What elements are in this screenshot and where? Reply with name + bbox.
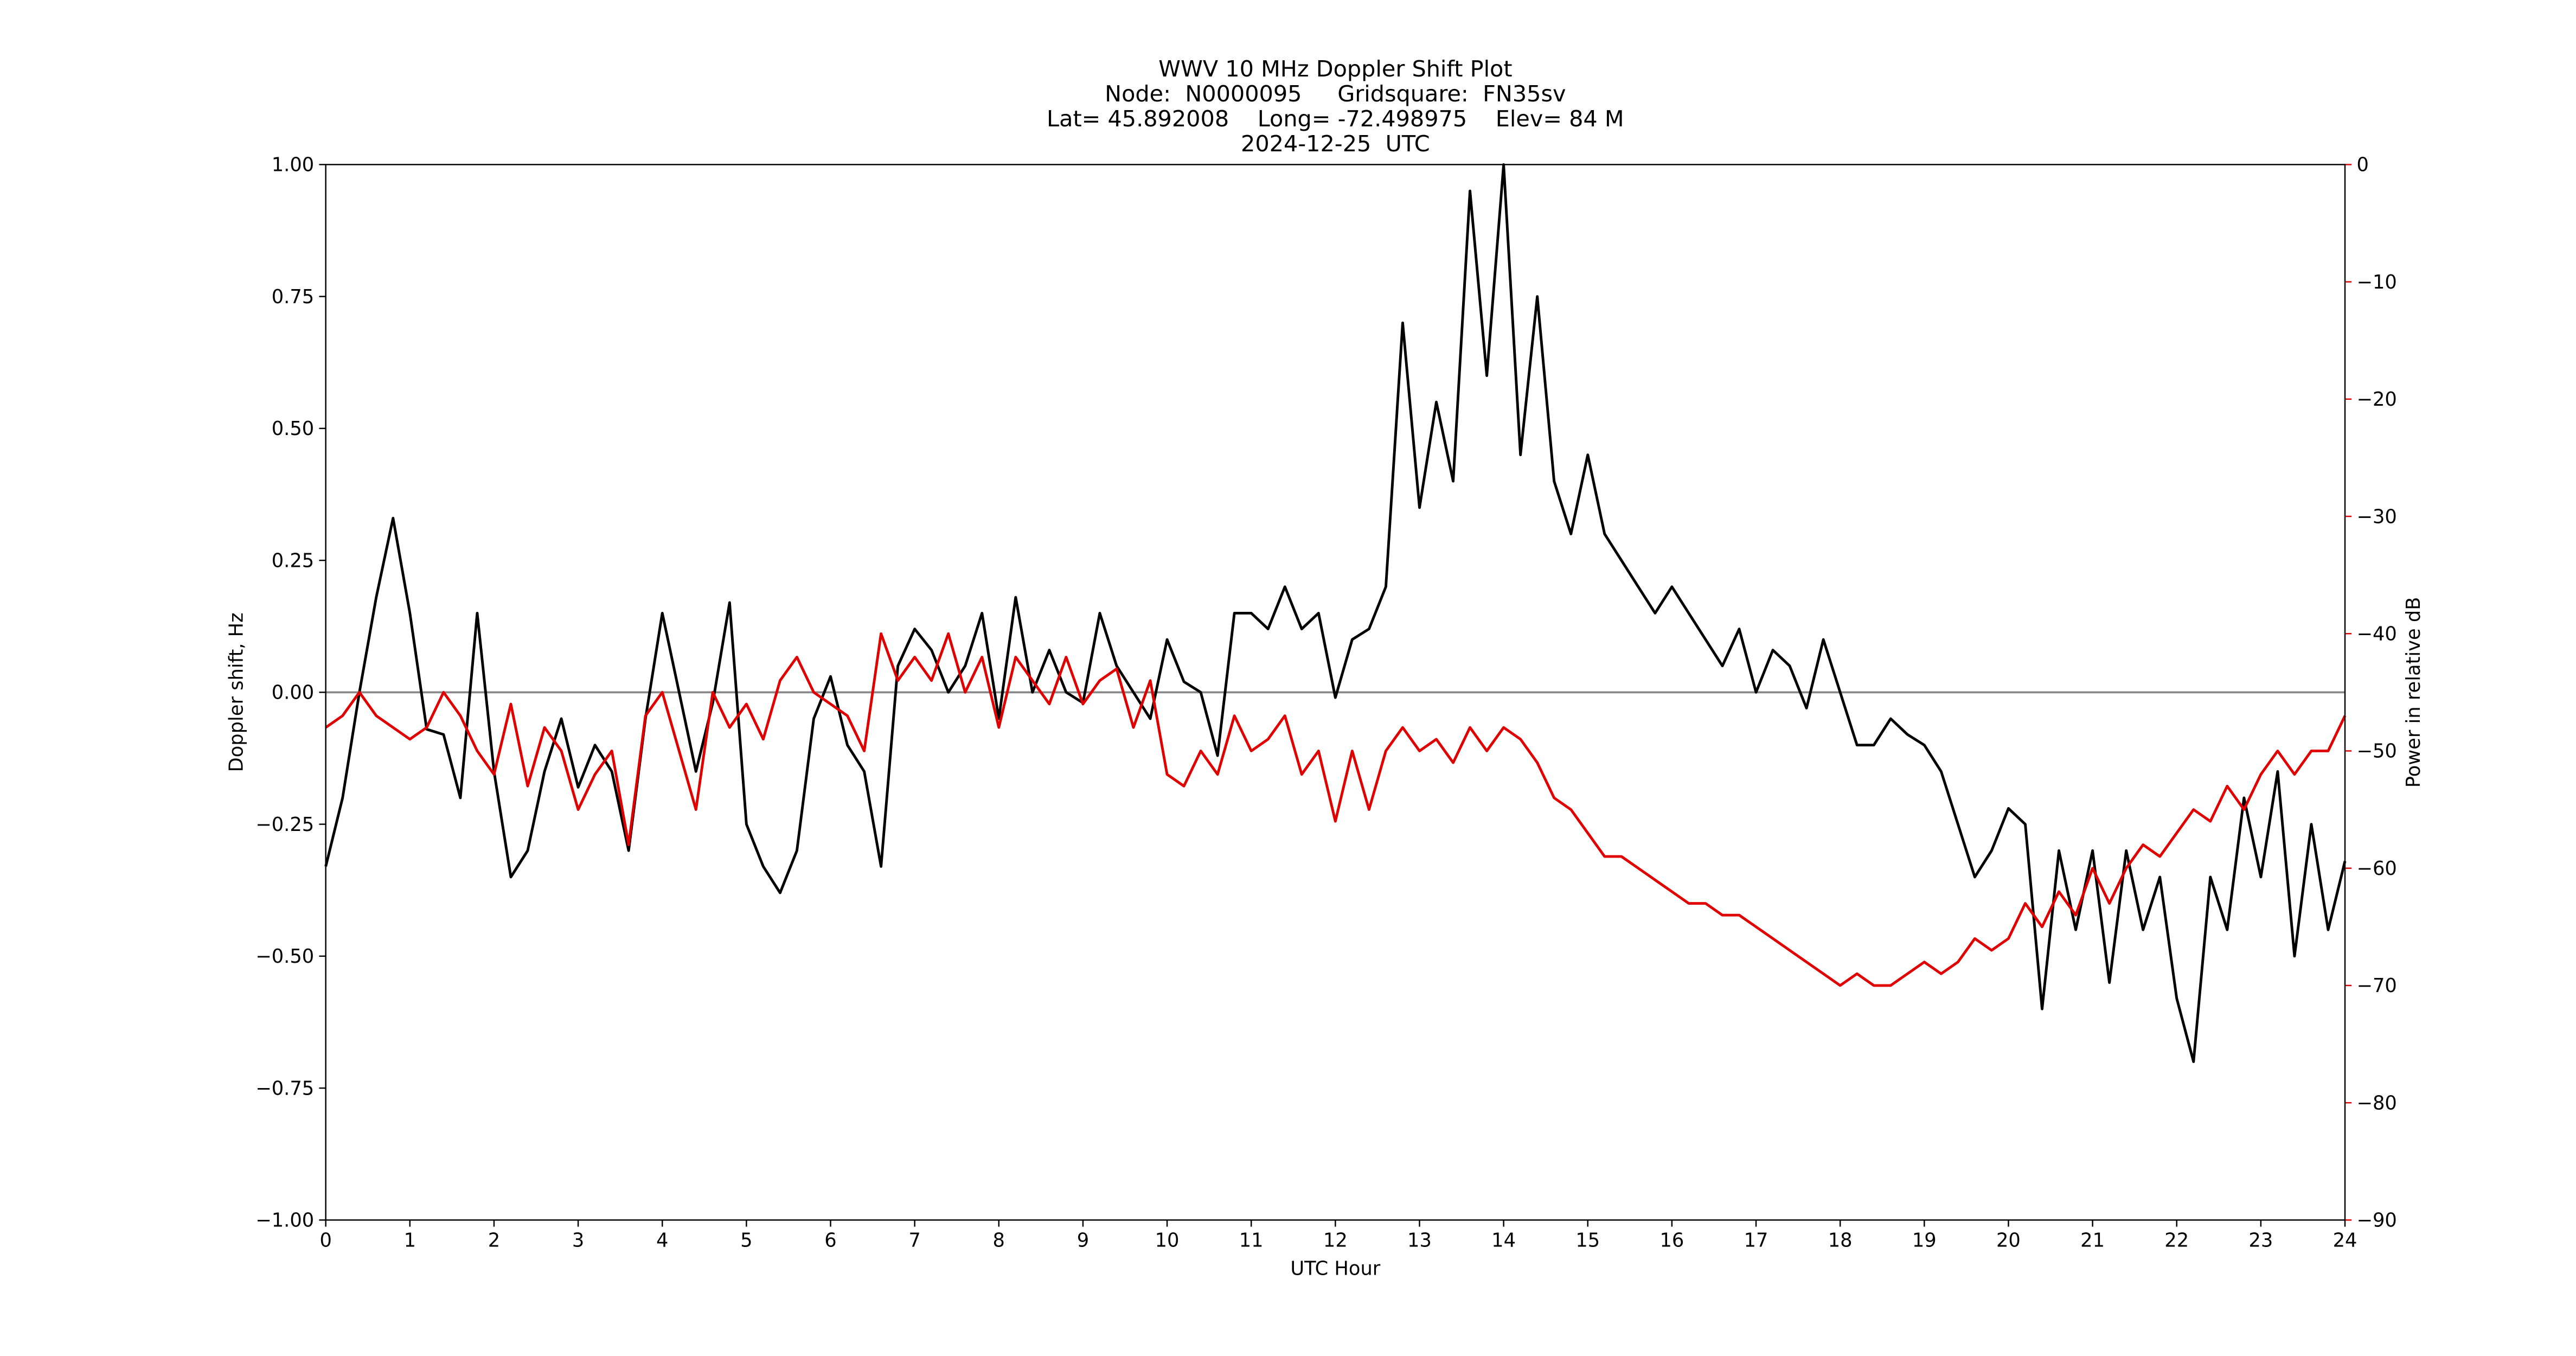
x-tick-label: 21 xyxy=(2080,1229,2105,1251)
x-tick-label: 24 xyxy=(2333,1229,2357,1251)
x-tick-label: 15 xyxy=(1575,1229,1600,1251)
y2-tick-label: −30 xyxy=(2356,506,2396,528)
y2-tick-label: −60 xyxy=(2356,858,2396,880)
x-tick-label: 13 xyxy=(1407,1229,1432,1251)
x-tick-label: 7 xyxy=(908,1229,920,1251)
y2-tick-label: −40 xyxy=(2356,623,2396,645)
x-tick-label: 2 xyxy=(488,1229,500,1251)
x-tick-label: 0 xyxy=(319,1229,331,1251)
x-tick-label: 1 xyxy=(404,1229,416,1251)
plot-frame xyxy=(325,164,2346,1221)
chart-title: 2024-12-25 UTC xyxy=(1241,131,1430,157)
chart-title: Lat= 45.892008 Long= -72.498975 Elev= 84… xyxy=(1047,106,1624,132)
y-tick-label: −0.50 xyxy=(255,945,314,968)
y-tick-label: 0.50 xyxy=(272,418,314,440)
x-tick-label: 17 xyxy=(1744,1229,1768,1251)
chart-title: WWV 10 MHz Doppler Shift Plot xyxy=(1158,56,1513,82)
x-tick-label: 19 xyxy=(1912,1229,1937,1251)
y2-tick-label: 0 xyxy=(2356,154,2368,176)
y-tick-label: −0.25 xyxy=(255,814,314,836)
x-tick-label: 9 xyxy=(1077,1229,1089,1251)
y2-tick-label: −80 xyxy=(2356,1092,2396,1114)
x-tick-label: 18 xyxy=(1828,1229,1853,1251)
y2-axis-label: Power in relative dB xyxy=(2402,597,2425,788)
y2-tick-label: −90 xyxy=(2356,1210,2396,1232)
x-tick-label: 11 xyxy=(1239,1229,1264,1251)
x-tick-label: 23 xyxy=(2248,1229,2273,1251)
x-tick-label: 4 xyxy=(656,1229,668,1251)
x-tick-label: 16 xyxy=(1659,1229,1684,1251)
x-tick-label: 6 xyxy=(824,1229,836,1251)
y-tick-label: −0.75 xyxy=(255,1077,314,1099)
y2-tick-label: −10 xyxy=(2356,271,2396,293)
chart-title: Node: N0000095 Gridsquare: FN35sv xyxy=(1105,81,1566,107)
x-tick-label: 20 xyxy=(1996,1229,2021,1251)
y-tick-label: −1.00 xyxy=(255,1210,314,1232)
x-tick-label: 22 xyxy=(2164,1229,2189,1251)
y2-tick-label: −50 xyxy=(2356,740,2396,763)
x-axis-label: UTC Hour xyxy=(1290,1257,1380,1280)
y-tick-label: 0.00 xyxy=(272,682,314,704)
x-tick-label: 3 xyxy=(572,1229,584,1251)
y2-tick-label: −20 xyxy=(2356,388,2396,411)
x-tick-label: 10 xyxy=(1155,1229,1180,1251)
x-tick-label: 14 xyxy=(1491,1229,1516,1251)
y-tick-label: 1.00 xyxy=(272,154,314,176)
x-tick-label: 5 xyxy=(740,1229,752,1251)
series-line xyxy=(325,632,2347,987)
y-tick-label: 0.25 xyxy=(272,549,314,572)
y2-tick-label: −70 xyxy=(2356,975,2396,997)
y-tick-label: 0.75 xyxy=(272,286,314,308)
y-axis-label: Doppler shift, Hz xyxy=(225,612,247,772)
x-tick-label: 12 xyxy=(1323,1229,1348,1251)
series-line xyxy=(324,163,2347,1063)
x-tick-label: 8 xyxy=(993,1229,1005,1251)
